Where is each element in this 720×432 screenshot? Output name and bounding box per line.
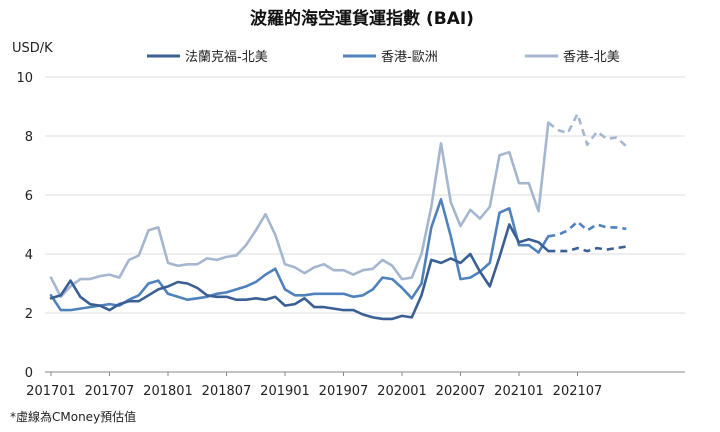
series-forecast-line-hongkong-europe xyxy=(548,220,627,238)
x-tick-label: 201701 xyxy=(26,384,76,399)
legend-label-frankfurt-north-america: 法蘭克福-北美 xyxy=(185,49,268,65)
y-axis-tick-labels: 0 2 4 6 8 10 xyxy=(16,71,33,381)
series-line-hongkong-north-america xyxy=(49,121,550,299)
x-tick-label: 201807 xyxy=(202,384,252,399)
legend-label-hongkong-europe: 香港-歐洲 xyxy=(381,50,438,65)
x-tick-label: 201801 xyxy=(143,384,193,399)
series-line-frankfurt-north-america xyxy=(49,223,550,321)
y-tick-label: 10 xyxy=(16,71,33,86)
series-forecast-line-frankfurt-north-america xyxy=(548,245,627,253)
x-tick-label: 202001 xyxy=(377,384,427,399)
gridlines xyxy=(45,76,685,373)
x-tick-label: 202107 xyxy=(553,384,603,399)
y-axis-unit-label: USD/K xyxy=(12,41,53,56)
series-line-hongkong-europe xyxy=(49,198,550,312)
x-tick-label: 202007 xyxy=(436,384,486,399)
y-tick-label: 8 xyxy=(25,130,33,145)
series-lines xyxy=(49,112,628,321)
legend: 法蘭克福-北美 香港-歐洲 香港-北美 xyxy=(147,49,620,65)
x-tick-label: 201907 xyxy=(319,384,369,399)
series-forecast-line-hongkong-north-america xyxy=(547,112,628,148)
legend-label-hongkong-north-america: 香港-北美 xyxy=(563,50,620,65)
x-tick-label: 201707 xyxy=(85,384,135,399)
y-tick-label: 2 xyxy=(25,307,33,322)
x-tick-label: 201901 xyxy=(260,384,310,399)
footnote: *虛線為CMoney預估值 xyxy=(10,409,136,424)
y-tick-label: 4 xyxy=(25,248,33,263)
x-tick-label: 202101 xyxy=(494,384,544,399)
y-tick-label: 6 xyxy=(25,189,33,204)
y-tick-label: 0 xyxy=(25,366,33,381)
chart-title: 波羅的海空運貨運指數 (BAI) xyxy=(250,8,474,29)
x-axis-tick-labels: 201701 201707 201801 201807 201901 201907 2020… xyxy=(26,372,602,399)
